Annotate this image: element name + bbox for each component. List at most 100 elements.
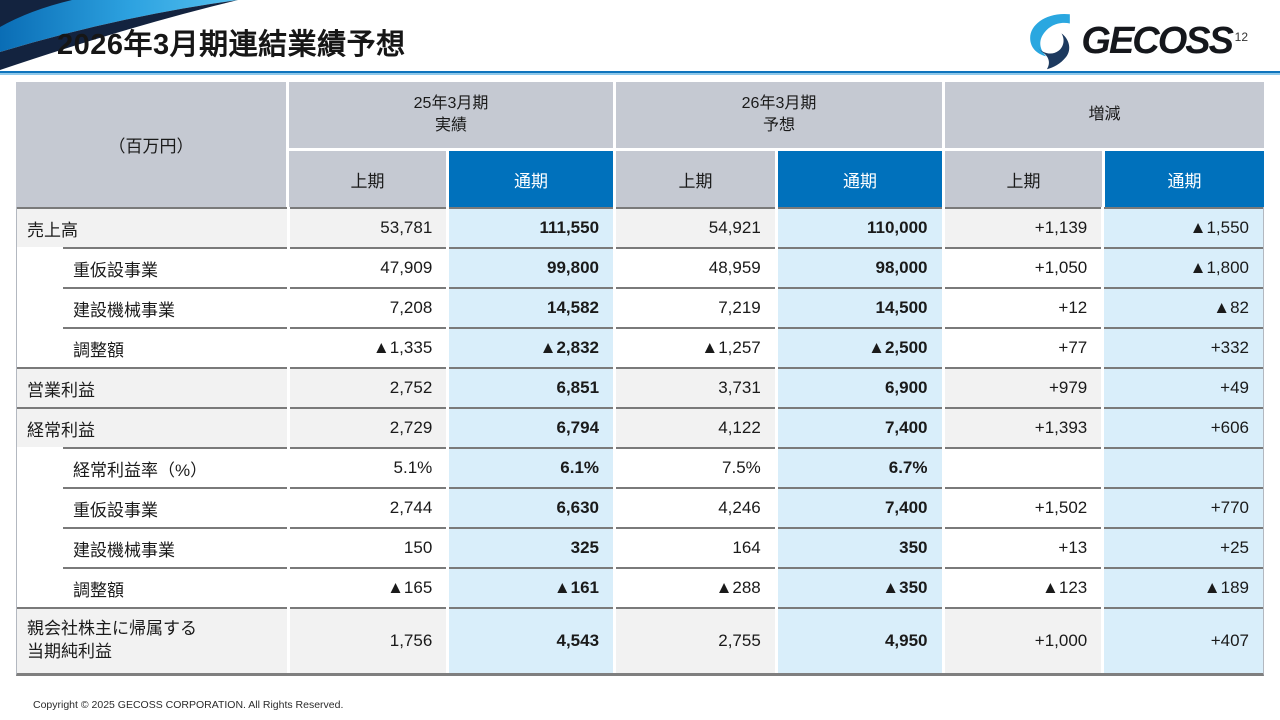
value-cell: ▲2,832 xyxy=(449,327,614,367)
row-label: 親会社株主に帰属する 当期純利益 xyxy=(17,607,287,673)
value-cell: 110,000 xyxy=(777,207,942,247)
value-cell: 48,959 xyxy=(616,247,775,287)
value-cell: 111,550 xyxy=(449,207,614,247)
value-cell: 4,122 xyxy=(616,407,775,447)
value-cell: +979 xyxy=(944,367,1102,407)
table-header: （百万円） 25年3月期 実績 26年3月期 予想 増減 上期 通期 上期 通期… xyxy=(16,82,1264,207)
company-logo: GECOSS xyxy=(1027,12,1234,70)
value-cell xyxy=(944,447,1102,487)
value-cell: 47,909 xyxy=(289,247,447,287)
value-cell: 1,756 xyxy=(289,607,447,673)
value-cell: 164 xyxy=(616,527,775,567)
value-cell: ▲165 xyxy=(289,567,447,607)
value-cell: 14,500 xyxy=(777,287,942,327)
table-row-heavy-temporary-sales: 重仮設事業 47,909 99,800 48,959 98,000 +1,050… xyxy=(17,247,1263,287)
value-cell: 6.7% xyxy=(777,447,942,487)
value-cell: 7.5% xyxy=(616,447,775,487)
table-row-operating-profit: 営業利益 2,752 6,851 3,731 6,900 +979 +49 xyxy=(17,367,1264,407)
value-cell: ▲2,500 xyxy=(777,327,942,367)
value-cell: +770 xyxy=(1104,487,1263,527)
page-number: 12 xyxy=(1234,30,1248,44)
unit-label-cell: （百万円） xyxy=(16,82,286,207)
row-label: 売上高 xyxy=(17,207,287,247)
value-cell: 6,851 xyxy=(449,367,614,407)
value-cell: 2,729 xyxy=(289,407,447,447)
value-cell: ▲1,335 xyxy=(289,327,447,367)
subheader-full1: 通期 xyxy=(449,151,613,207)
title-divider xyxy=(0,71,1280,75)
value-cell: 5.1% xyxy=(289,447,447,487)
table-row-adjustment-sales: 調整額 ▲1,335 ▲2,832 ▲1,257 ▲2,500 +77 +332 xyxy=(17,327,1263,367)
value-cell: 150 xyxy=(289,527,447,567)
subheader-h2: 上期 xyxy=(616,151,775,207)
row-label: 建設機械事業 xyxy=(17,527,287,567)
column-group-change: 増減 xyxy=(945,82,1264,148)
value-cell: 54,921 xyxy=(616,207,775,247)
table-row-heavy-temporary-profit: 重仮設事業 2,744 6,630 4,246 7,400 +1,502 +77… xyxy=(17,487,1263,527)
row-label: 重仮設事業 xyxy=(17,487,287,527)
value-cell: ▲82 xyxy=(1104,287,1263,327)
table-row-adjustment-profit: 調整額 ▲165 ▲161 ▲288 ▲350 ▲123 ▲189 xyxy=(17,567,1263,607)
value-cell: 7,208 xyxy=(289,287,447,327)
table-row-net-income-attributable-to-owners: 親会社株主に帰属する 当期純利益 1,756 4,543 2,755 4,950… xyxy=(17,607,1264,673)
subheader-full3: 通期 xyxy=(1105,151,1264,207)
subheader-h3: 上期 xyxy=(945,151,1102,207)
value-cell: 98,000 xyxy=(777,247,942,287)
value-cell: 6.1% xyxy=(449,447,614,487)
value-cell: ▲123 xyxy=(944,567,1102,607)
value-cell: +606 xyxy=(1104,407,1264,447)
value-cell: +1,000 xyxy=(944,607,1102,673)
value-cell: ▲1,800 xyxy=(1104,247,1263,287)
value-cell: 4,543 xyxy=(449,607,614,673)
value-cell: +1,393 xyxy=(944,407,1102,447)
row-label: 調整額 xyxy=(17,567,287,607)
value-cell: 99,800 xyxy=(449,247,614,287)
value-cell xyxy=(1104,447,1263,487)
row-label: 重仮設事業 xyxy=(17,247,287,287)
table-row-ordinary-profit-margin: 経常利益率（%） 5.1% 6.1% 7.5% 6.7% xyxy=(17,447,1263,487)
table-row-ordinary-profit: 経常利益 2,729 6,794 4,122 7,400 +1,393 +606 xyxy=(17,407,1264,447)
value-cell: 14,582 xyxy=(449,287,614,327)
value-cell: 53,781 xyxy=(289,207,447,247)
value-cell: 4,950 xyxy=(777,607,942,673)
value-cell: 2,755 xyxy=(616,607,775,673)
value-cell: 7,219 xyxy=(616,287,775,327)
page-title: 2026年3月期連結業績予想 xyxy=(57,29,406,61)
row-label: 営業利益 xyxy=(17,367,287,407)
value-cell: +12 xyxy=(944,287,1102,327)
value-cell: 4,246 xyxy=(616,487,775,527)
value-cell: +25 xyxy=(1104,527,1263,567)
value-cell: 350 xyxy=(777,527,942,567)
corner-swoosh-decoration xyxy=(0,0,238,70)
table-row-construction-machinery-profit: 建設機械事業 150 325 164 350 +13 +25 xyxy=(17,527,1263,567)
value-cell: 6,900 xyxy=(777,367,942,407)
value-cell: +13 xyxy=(944,527,1102,567)
gecoss-logo-icon xyxy=(1030,14,1071,70)
value-cell: 7,400 xyxy=(777,407,942,447)
value-cell: ▲1,550 xyxy=(1104,207,1264,247)
value-cell: +77 xyxy=(944,327,1102,367)
subheader-h1: 上期 xyxy=(289,151,446,207)
row-label: 経常利益 xyxy=(17,407,287,447)
value-cell: 7,400 xyxy=(777,487,942,527)
value-cell: ▲350 xyxy=(777,567,942,607)
table-row-construction-machinery-sales: 建設機械事業 7,208 14,582 7,219 14,500 +12 ▲82 xyxy=(17,287,1263,327)
table-row-net-sales: 売上高 53,781 111,550 54,921 110,000 +1,139… xyxy=(17,207,1264,247)
column-group-fy26-forecast: 26年3月期 予想 xyxy=(616,82,942,148)
value-cell: 6,794 xyxy=(449,407,614,447)
subheader-full2: 通期 xyxy=(778,151,942,207)
logo-wordmark: GECOSS xyxy=(1081,20,1234,62)
value-cell: +1,050 xyxy=(944,247,1102,287)
value-cell: +49 xyxy=(1104,367,1264,407)
value-cell: 2,744 xyxy=(289,487,447,527)
value-cell: ▲288 xyxy=(616,567,775,607)
row-label: 建設機械事業 xyxy=(17,287,287,327)
value-cell: 6,630 xyxy=(449,487,614,527)
copyright-text: Copyright © 2025 GECOSS CORPORATION. All… xyxy=(33,699,344,711)
value-cell: 3,731 xyxy=(616,367,775,407)
value-cell: +1,502 xyxy=(944,487,1102,527)
value-cell: +1,139 xyxy=(944,207,1102,247)
column-group-fy25-actual: 25年3月期 実績 xyxy=(289,82,613,148)
table-body: 売上高 53,781 111,550 54,921 110,000 +1,139… xyxy=(16,207,1264,676)
value-cell: 2,752 xyxy=(289,367,447,407)
